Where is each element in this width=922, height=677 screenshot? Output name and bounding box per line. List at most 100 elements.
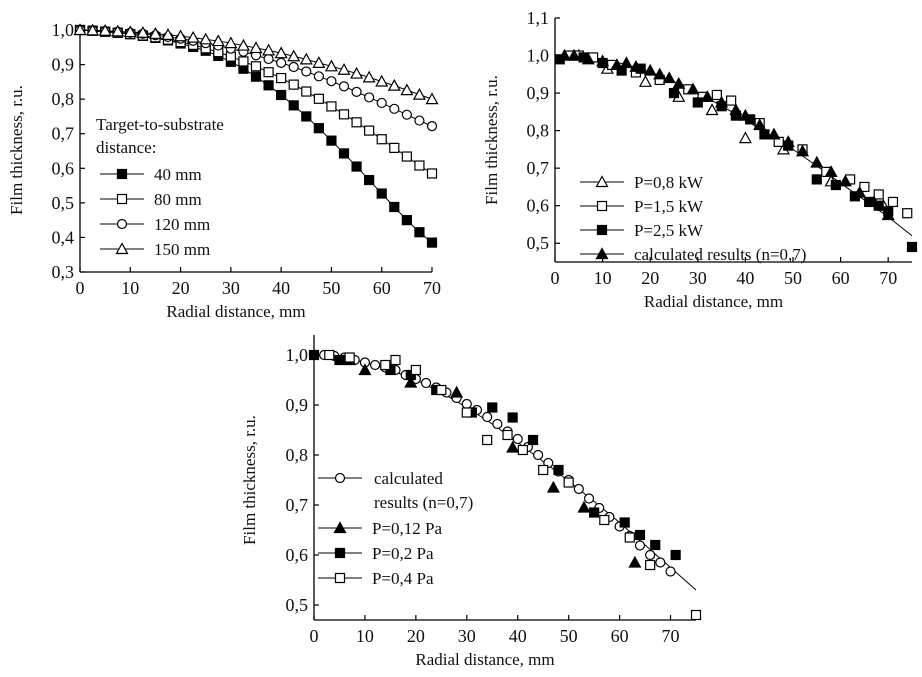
data-point	[199, 32, 213, 45]
data-point	[726, 95, 737, 106]
y-tick-label: 0,6	[52, 158, 75, 178]
data-point	[715, 95, 729, 108]
data-point	[425, 92, 439, 105]
legend-title: Target-to-substrate	[96, 115, 224, 134]
data-point	[358, 363, 372, 376]
data-point	[482, 411, 493, 423]
data-point	[668, 87, 680, 99]
series-p-2-5-kw	[554, 52, 918, 253]
x-tick-label: 70	[423, 278, 441, 298]
x-tick-label: 40	[509, 626, 527, 646]
data-point	[596, 54, 610, 67]
data-point	[487, 402, 498, 413]
legend-label: 120 mm	[154, 215, 210, 234]
y-tick-label: 1,0	[52, 20, 75, 40]
data-point	[705, 103, 719, 116]
data-point	[362, 70, 376, 83]
x-tick-label: 70	[662, 626, 680, 646]
data-point	[288, 79, 299, 90]
data-point	[619, 56, 633, 69]
data-point	[338, 148, 350, 159]
data-point	[738, 108, 752, 121]
y-tick-label: 0,3	[52, 262, 75, 282]
data-point	[426, 237, 438, 248]
legend-label: P=0,8 kW	[634, 173, 704, 192]
data-point	[400, 83, 414, 96]
x-axis-label: Radial distance, mm	[166, 302, 305, 321]
data-point	[351, 86, 362, 97]
legend-marker	[596, 224, 608, 236]
chart-panel-1: 0 10 20 30 40 50 60 70 0,3 0,4 0,5 0,6 0,7 0,8 0,9 1,0 R…	[7, 20, 441, 321]
x-tick-label: 40	[736, 268, 754, 288]
data-point	[123, 25, 137, 38]
data-point	[299, 52, 313, 65]
y-tick-label: 0,9	[527, 83, 550, 103]
legend-title: distance:	[96, 138, 156, 157]
data-point	[881, 208, 895, 221]
data-point	[426, 168, 438, 179]
data-point	[401, 109, 412, 120]
legend-label: 40 mm	[154, 165, 202, 184]
data-point	[662, 71, 676, 84]
data-point	[426, 121, 438, 132]
x-tick-label: 20	[172, 278, 190, 298]
data-point	[638, 75, 652, 87]
data-point	[161, 28, 175, 40]
legend-marker	[595, 175, 609, 188]
data-point	[301, 86, 312, 97]
data-point	[389, 142, 400, 153]
data-point	[263, 67, 274, 78]
data-point	[370, 359, 381, 371]
legend-marker	[333, 521, 347, 534]
data-point	[98, 23, 112, 36]
data-point	[334, 354, 345, 366]
data-point	[313, 71, 324, 82]
data-point	[655, 557, 666, 568]
data-point	[599, 514, 610, 526]
x-axis-label: Radial distance, mm	[644, 292, 783, 311]
data-point	[186, 30, 200, 43]
data-point	[414, 227, 425, 238]
data-point	[414, 115, 425, 126]
y-tick-label: 0,9	[286, 395, 309, 415]
data-point	[873, 189, 884, 200]
data-point	[404, 375, 418, 388]
data-point	[589, 507, 600, 518]
data-point	[326, 76, 337, 87]
data-point	[390, 354, 401, 366]
data-point	[364, 174, 375, 186]
data-point	[276, 57, 287, 68]
data-point	[263, 53, 274, 65]
data-point	[553, 464, 564, 476]
y-tick-label: 0,7	[286, 495, 309, 515]
legend-marker	[116, 218, 128, 230]
data-point	[375, 74, 389, 87]
data-point	[262, 43, 276, 56]
y-tick-label: 0,5	[527, 233, 550, 253]
data-point	[527, 434, 539, 446]
data-point	[686, 82, 700, 95]
data-point	[450, 385, 464, 398]
data-point	[326, 135, 337, 146]
legend-label: 80 mm	[154, 190, 202, 209]
data-point	[810, 155, 824, 168]
y-axis-label: Film thickness, r.u.	[7, 85, 26, 215]
data-point	[502, 429, 513, 441]
legend: P=0,8 kW P=1,5 kW P=2,5 kW calculated resul…	[580, 173, 806, 264]
data-point	[830, 179, 841, 191]
data-point	[351, 161, 362, 172]
data-point	[387, 78, 401, 91]
data-point	[902, 208, 913, 219]
data-point	[887, 196, 899, 208]
data-point	[412, 87, 426, 100]
data-point	[653, 67, 667, 80]
data-point	[645, 559, 656, 571]
data-point	[581, 52, 595, 65]
y-tick-label: 0,7	[527, 158, 550, 178]
data-point	[643, 63, 657, 76]
data-point	[538, 464, 549, 476]
data-point	[364, 92, 375, 103]
series-calculated-results-n-0-7-	[558, 48, 895, 221]
legend-marker	[595, 247, 609, 260]
data-point	[324, 59, 338, 72]
